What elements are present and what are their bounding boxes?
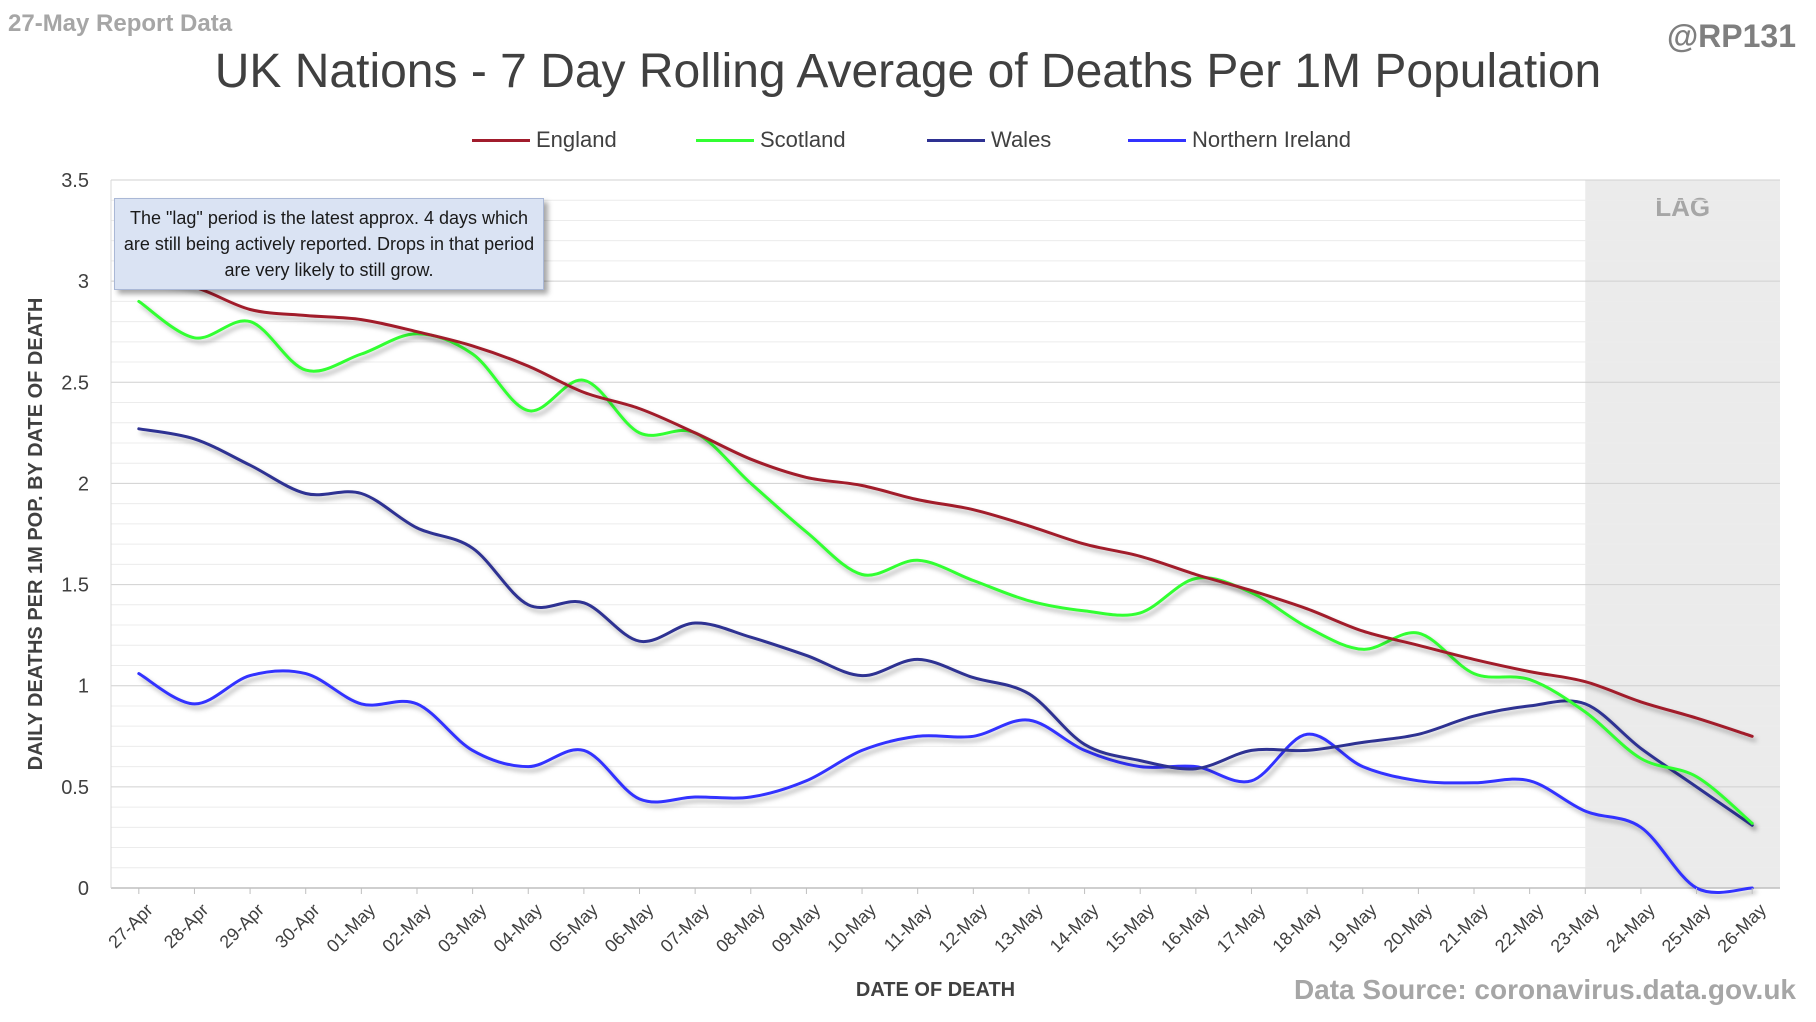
x-tick-label: 23-May <box>1547 900 1604 957</box>
x-axis-title: DATE OF DEATH <box>856 979 1015 1001</box>
legend-label-wales: Wales <box>991 127 1052 152</box>
x-tick-label: 06-May <box>601 900 658 957</box>
lag-region <box>1585 180 1780 888</box>
legend-swatch-scotland <box>696 138 754 142</box>
data-source-label: Data Source: coronavirus.data.gov.uk <box>1293 974 1796 1005</box>
series-line-scotland <box>137 299 1754 825</box>
chart-title: UK Nations - 7 Day Rolling Average of De… <box>214 45 1602 98</box>
y-tick-label: 2.5 <box>61 372 89 394</box>
lag-label: LAG <box>1655 192 1710 222</box>
x-tick-label: 07-May <box>656 900 713 957</box>
x-tick-label: 21-May <box>1435 900 1492 957</box>
x-tick-label: 01-May <box>323 900 380 957</box>
legend-item-england: England <box>472 124 617 156</box>
lag-annotation-box: The "lag" period is the latest approx. 4… <box>114 198 544 290</box>
x-tick-label: 02-May <box>378 900 435 957</box>
x-tick-label: 18-May <box>1268 900 1325 957</box>
x-tick-label: 11-May <box>880 900 936 956</box>
x-tick-label: 16-May <box>1157 900 1214 957</box>
x-tick-label: 08-May <box>712 900 769 957</box>
y-axis-title: DAILY DEATHS PER 1M POP. BY DATE OF DEAT… <box>25 298 47 771</box>
x-tick-label: 10-May <box>823 900 880 957</box>
x-tick-label: 20-May <box>1380 900 1437 957</box>
x-tick-label: 09-May <box>768 900 825 957</box>
legend-swatch-northern-ireland <box>1128 138 1186 142</box>
x-tick-label: 28-Apr <box>160 900 212 952</box>
y-tick-label: 3.5 <box>61 170 89 192</box>
report-date-label: 27-May Report Data <box>8 10 233 37</box>
legend-label-scotland: Scotland <box>760 127 846 152</box>
x-tick-label: 25-May <box>1658 900 1715 957</box>
x-tick-label: 14-May <box>1046 900 1103 957</box>
y-tick-label: 3 <box>78 271 89 293</box>
x-tick-label: 17-May <box>1213 900 1270 957</box>
x-tick-label: 05-May <box>545 900 602 957</box>
legend-label-northern-ireland: Northern Ireland <box>1192 127 1351 152</box>
author-handle: @RP131 <box>1666 18 1796 54</box>
x-tick-label: 30-Apr <box>271 900 323 952</box>
x-tick-label: 15-May <box>1102 900 1159 957</box>
y-tick-label: 1.5 <box>61 575 89 597</box>
legend-label-england: England <box>536 127 617 152</box>
chart-legend: England Scotland Wales Northern Ireland <box>0 124 1816 156</box>
y-tick-label: 1 <box>78 676 89 698</box>
series-line-northern-ireland <box>137 669 1754 894</box>
x-tick-label: 13-May <box>990 900 1047 957</box>
x-tick-label: 03-May <box>434 900 491 957</box>
x-tick-label: 26-May <box>1713 900 1770 957</box>
x-tick-label: 24-May <box>1602 900 1659 957</box>
x-tick-label: 12-May <box>935 900 992 957</box>
legend-swatch-wales <box>927 138 985 142</box>
series-line-wales <box>137 427 1754 827</box>
series-line-england <box>137 277 1754 738</box>
legend-item-scotland: Scotland <box>696 124 846 156</box>
x-tick-label: 19-May <box>1324 900 1381 957</box>
y-tick-label: 0 <box>78 878 89 900</box>
x-tick-label: 29-Apr <box>216 900 268 952</box>
y-tick-label: 2 <box>78 473 89 495</box>
x-tick-label: 04-May <box>490 900 547 957</box>
y-tick-label: 0.5 <box>61 777 89 799</box>
x-tick-label: 27-Apr <box>104 900 156 952</box>
legend-item-northern-ireland: Northern Ireland <box>1128 124 1351 156</box>
x-tick-label: 22-May <box>1491 900 1548 957</box>
legend-item-wales: Wales <box>927 124 1051 156</box>
legend-swatch-england <box>472 138 530 142</box>
